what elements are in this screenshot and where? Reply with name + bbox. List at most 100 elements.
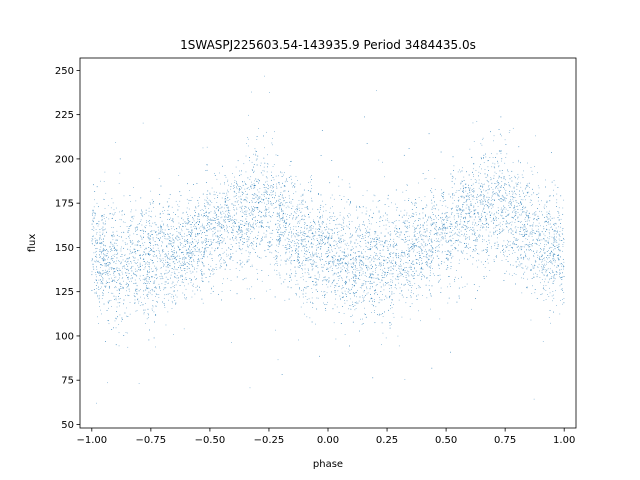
- data-point: [302, 199, 304, 201]
- data-point: [545, 216, 547, 217]
- data-point: [121, 232, 122, 233]
- data-point: [248, 251, 250, 253]
- data-point: [233, 235, 234, 236]
- data-point: [291, 183, 292, 185]
- data-point: [480, 194, 481, 196]
- data-point: [96, 257, 98, 258]
- data-point: [336, 273, 337, 275]
- data-point: [497, 162, 499, 164]
- data-point: [375, 289, 376, 290]
- data-point: [172, 286, 174, 287]
- data-point: [259, 210, 261, 212]
- data-point: [219, 237, 220, 238]
- data-point: [159, 212, 161, 214]
- data-point: [215, 220, 216, 221]
- data-point: [526, 220, 528, 222]
- data-point: [188, 255, 190, 257]
- data-point: [203, 210, 204, 211]
- data-point: [474, 216, 476, 218]
- data-point: [260, 162, 262, 164]
- data-point: [297, 232, 299, 234]
- data-point: [495, 173, 497, 174]
- data-point: [264, 195, 265, 197]
- data-point: [158, 286, 160, 287]
- data-point: [269, 211, 270, 213]
- data-point: [538, 245, 540, 246]
- data-point: [124, 261, 126, 262]
- data-point: [389, 295, 390, 297]
- data-point: [284, 181, 286, 183]
- data-point: [487, 175, 489, 177]
- data-point: [359, 229, 361, 231]
- data-point: [234, 181, 235, 183]
- data-point: [185, 223, 186, 224]
- data-point: [359, 224, 360, 226]
- data-point: [327, 241, 329, 243]
- data-point: [177, 216, 179, 218]
- data-point: [321, 264, 322, 265]
- data-point: [148, 210, 150, 212]
- data-point: [442, 225, 443, 226]
- data-points: [91, 75, 565, 404]
- data-point: [312, 307, 313, 308]
- data-point: [255, 153, 256, 155]
- data-point: [546, 274, 548, 276]
- data-point: [109, 251, 111, 252]
- data-point: [277, 246, 279, 247]
- data-point: [285, 223, 287, 224]
- data-point: [322, 233, 323, 235]
- data-point: [164, 307, 166, 308]
- data-point: [389, 253, 391, 254]
- data-point: [313, 238, 314, 239]
- data-point: [485, 156, 487, 158]
- data-point: [123, 232, 125, 234]
- data-point: [107, 272, 109, 274]
- data-point: [462, 224, 464, 226]
- data-point: [484, 211, 485, 213]
- data-point: [344, 267, 345, 269]
- data-point: [543, 248, 544, 250]
- data-point: [349, 203, 351, 204]
- data-point: [374, 258, 376, 260]
- data-point: [413, 293, 414, 295]
- data-point: [112, 239, 114, 241]
- data-point: [288, 232, 290, 233]
- data-point: [264, 210, 266, 211]
- data-point: [334, 290, 336, 291]
- data-point: [385, 272, 387, 274]
- data-point: [304, 222, 306, 224]
- data-point: [104, 171, 106, 173]
- data-point: [393, 241, 394, 242]
- data-point: [498, 165, 500, 167]
- data-point: [506, 223, 508, 224]
- data-point: [454, 232, 456, 234]
- data-point: [439, 227, 441, 229]
- data-point: [404, 379, 406, 380]
- data-point: [455, 222, 457, 224]
- data-point: [294, 243, 296, 244]
- data-point: [269, 227, 270, 229]
- data-point: [137, 298, 139, 300]
- data-point: [512, 192, 514, 194]
- data-point: [501, 200, 503, 202]
- data-point: [505, 193, 507, 194]
- data-point: [204, 247, 206, 249]
- data-point: [509, 273, 510, 275]
- data-point: [399, 215, 400, 216]
- data-point: [450, 208, 452, 209]
- data-point: [486, 219, 487, 221]
- data-point: [107, 258, 108, 260]
- data-point: [176, 274, 178, 276]
- data-point: [551, 250, 552, 252]
- data-point: [222, 241, 224, 242]
- data-point: [539, 225, 541, 227]
- data-point: [561, 288, 563, 289]
- data-point: [127, 285, 129, 287]
- data-point: [559, 313, 561, 315]
- data-point: [339, 214, 341, 216]
- data-point: [127, 261, 128, 262]
- data-point: [267, 183, 268, 185]
- data-point: [207, 202, 209, 204]
- data-point: [288, 247, 290, 249]
- data-point: [396, 270, 397, 271]
